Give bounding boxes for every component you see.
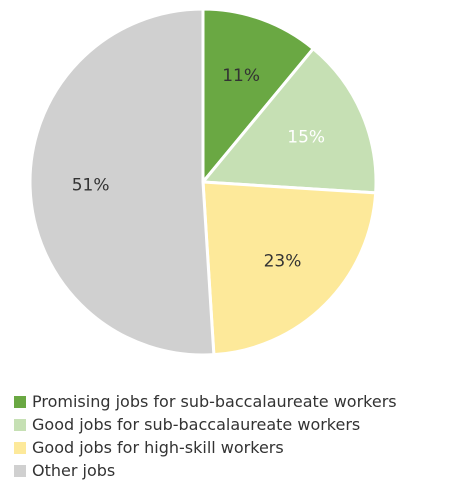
legend-swatch	[14, 464, 26, 477]
chart-legend: Promising jobs for sub-baccalaureate wor…	[14, 390, 454, 482]
legend-item-good-sub-ba: Good jobs for sub-baccalaureate workers	[14, 413, 454, 436]
pie-slice	[201, 180, 378, 357]
pie-chart-svg: 11% 15% 23% 51%	[28, 7, 378, 357]
legend-label: Good jobs for high-skill workers	[32, 438, 284, 457]
slice-data-label: 15%	[287, 127, 325, 147]
legend-swatch	[14, 418, 26, 431]
slice-data-label: 23%	[264, 252, 302, 272]
legend-swatch	[14, 441, 26, 454]
legend-label: Other jobs	[32, 461, 116, 480]
pie-chart: 11% 15% 23% 51%	[28, 7, 378, 357]
pie-slice	[201, 47, 378, 195]
slice-data-label: 51%	[72, 176, 110, 196]
legend-item-promising-sub-ba: Promising jobs for sub-baccalaureate wor…	[14, 390, 454, 413]
legend-label: Promising jobs for sub-baccalaureate wor…	[32, 392, 397, 411]
pie-slice	[28, 7, 216, 357]
legend-label: Good jobs for sub-baccalaureate workers	[32, 415, 361, 434]
legend-swatch	[14, 395, 26, 408]
pie-slice	[201, 7, 315, 184]
legend-item-good-high-skill: Good jobs for high-skill workers	[14, 436, 454, 459]
legend-item-other-jobs: Other jobs	[14, 459, 454, 482]
slice-data-label: 11%	[222, 66, 260, 86]
